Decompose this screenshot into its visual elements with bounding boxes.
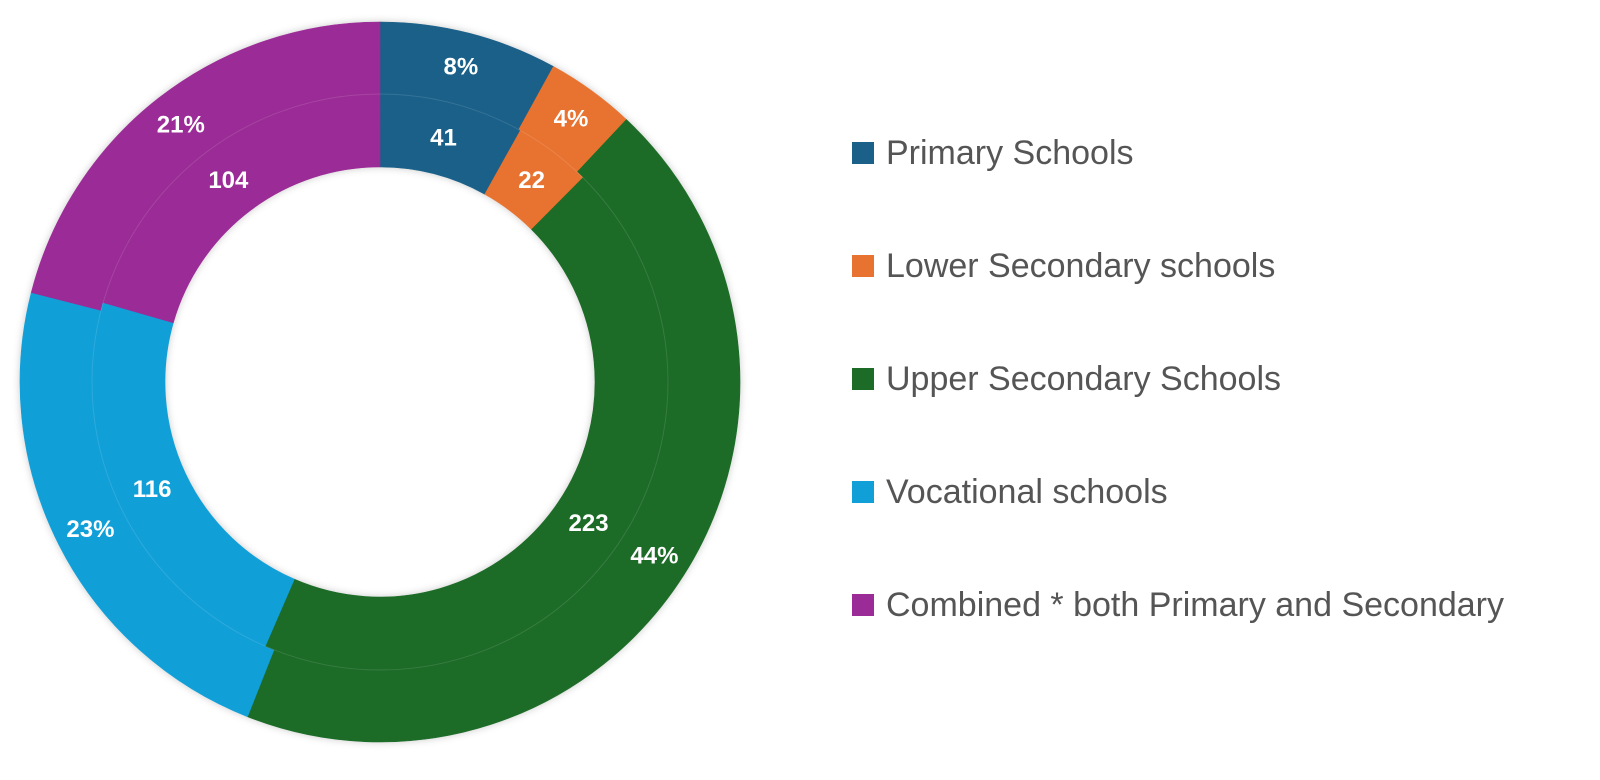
- legend-item-4[interactable]: Combined * both Primary and Secondary: [852, 586, 1504, 624]
- inner-slice-3[interactable]: [91, 302, 295, 647]
- ring-divider: [91, 93, 669, 671]
- outer-slice-label-0: 8%: [443, 54, 478, 81]
- legend-label-2: Upper Secondary Schools: [886, 360, 1281, 398]
- inner-slice-2[interactable]: [264, 177, 669, 671]
- slice-labels: 8% 4% 44% 23% 21% 41 22 223 116 104: [66, 54, 678, 570]
- outer-slice-label-4: 21%: [157, 112, 205, 139]
- inner-slice-label-2: 223: [569, 510, 609, 537]
- legend-swatch-2: [852, 368, 874, 390]
- outer-slice-label-3: 23%: [66, 516, 114, 543]
- legend: Primary Schools Lower Secondary schools Up…: [852, 134, 1504, 624]
- inner-slice-label-4: 104: [208, 167, 249, 194]
- inner-slice-label-3: 116: [133, 476, 172, 503]
- legend-swatch-4: [852, 594, 874, 616]
- outer-slice-label-1: 4%: [554, 106, 589, 133]
- legend-swatch-1: [852, 255, 874, 277]
- inner-slice-label-0: 41: [430, 125, 457, 152]
- legend-label-4: Combined * both Primary and Secondary: [886, 586, 1504, 624]
- donut-rings: [19, 21, 741, 743]
- legend-swatch-0: [852, 142, 874, 164]
- legend-item-3[interactable]: Vocational schools: [852, 473, 1168, 511]
- legend-item-1[interactable]: Lower Secondary schools: [852, 247, 1275, 285]
- legend-label-0: Primary Schools: [886, 134, 1134, 172]
- legend-label-3: Vocational schools: [886, 473, 1168, 511]
- inner-slice-label-1: 22: [518, 167, 545, 194]
- legend-label-1: Lower Secondary schools: [886, 247, 1275, 285]
- legend-item-0[interactable]: Primary Schools: [852, 134, 1134, 172]
- legend-swatch-3: [852, 481, 874, 503]
- outer-slice-label-2: 44%: [630, 543, 678, 570]
- legend-item-2[interactable]: Upper Secondary Schools: [852, 360, 1281, 398]
- inner-slice-4[interactable]: [102, 93, 381, 324]
